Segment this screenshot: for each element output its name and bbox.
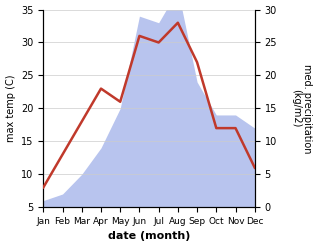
Y-axis label: max temp (C): max temp (C) [5,75,16,142]
X-axis label: date (month): date (month) [108,231,190,242]
Y-axis label: med. precipitation
(kg/m2): med. precipitation (kg/m2) [291,64,313,153]
